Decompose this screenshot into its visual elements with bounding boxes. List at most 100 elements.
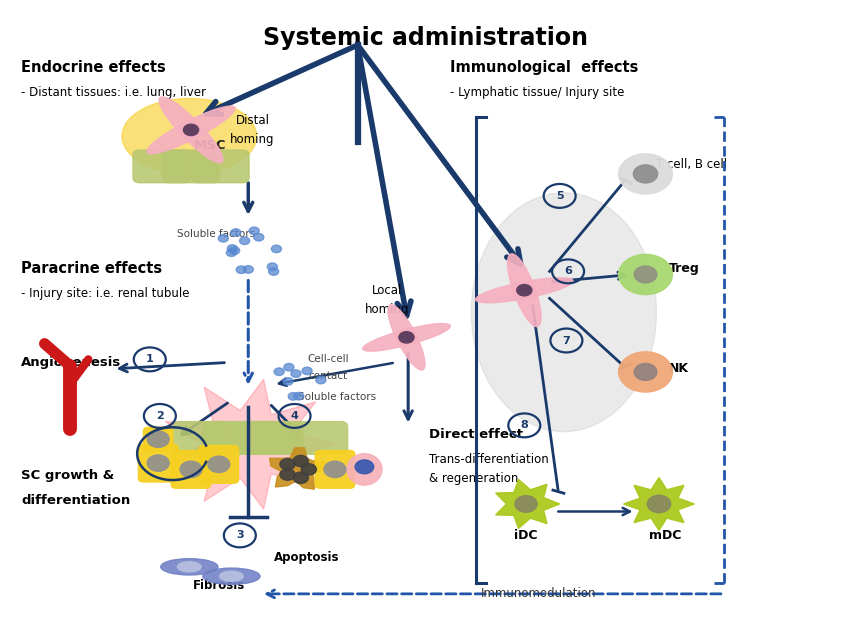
Text: contact: contact: [309, 371, 348, 382]
Text: Paracrine effects: Paracrine effects: [21, 261, 162, 276]
Text: Immunomodulation: Immunomodulation: [481, 587, 597, 600]
Text: Trans-differentiation: Trans-differentiation: [429, 454, 549, 466]
Circle shape: [218, 234, 229, 242]
Text: mDC: mDC: [649, 529, 681, 542]
Text: Soluble factors: Soluble factors: [298, 392, 376, 402]
Text: homing: homing: [230, 133, 275, 146]
Circle shape: [147, 431, 169, 447]
Circle shape: [180, 461, 202, 478]
Ellipse shape: [507, 254, 541, 327]
FancyBboxPatch shape: [246, 422, 303, 454]
Circle shape: [294, 392, 303, 400]
Circle shape: [517, 285, 532, 296]
Ellipse shape: [147, 106, 235, 154]
Text: 7: 7: [563, 336, 570, 345]
Circle shape: [619, 352, 672, 392]
Polygon shape: [624, 478, 694, 531]
Circle shape: [254, 234, 264, 241]
Circle shape: [267, 263, 277, 271]
Polygon shape: [269, 448, 326, 489]
Text: T cell, B cell: T cell, B cell: [656, 158, 728, 171]
FancyBboxPatch shape: [144, 427, 173, 451]
Text: 3: 3: [236, 531, 244, 540]
Text: Systemic administration: Systemic administration: [263, 26, 587, 50]
Circle shape: [280, 459, 295, 470]
Text: SC growth &: SC growth &: [21, 469, 114, 482]
Circle shape: [291, 370, 301, 377]
Text: Treg: Treg: [669, 262, 700, 275]
Ellipse shape: [161, 559, 218, 575]
Circle shape: [619, 154, 672, 194]
Polygon shape: [165, 379, 337, 509]
Circle shape: [301, 464, 316, 475]
Text: Soluble factors: Soluble factors: [177, 229, 255, 239]
Text: homing: homing: [365, 303, 410, 315]
Text: MSC: MSC: [194, 139, 227, 152]
Text: Direct effect: Direct effect: [429, 428, 524, 441]
Text: Immunological  effects: Immunological effects: [450, 59, 638, 75]
Text: Endocrine effects: Endocrine effects: [21, 59, 166, 75]
Text: 5: 5: [556, 191, 564, 201]
Circle shape: [226, 249, 236, 257]
Circle shape: [515, 496, 537, 512]
Circle shape: [634, 364, 657, 380]
Circle shape: [316, 376, 326, 384]
FancyBboxPatch shape: [139, 444, 178, 482]
FancyBboxPatch shape: [192, 150, 249, 183]
FancyBboxPatch shape: [199, 445, 239, 483]
Text: 4: 4: [291, 411, 298, 421]
Circle shape: [648, 495, 671, 513]
Ellipse shape: [363, 324, 450, 351]
Text: Angiogenesis: Angiogenesis: [21, 356, 122, 369]
Text: 2: 2: [156, 411, 164, 421]
FancyBboxPatch shape: [291, 422, 348, 454]
Circle shape: [633, 165, 658, 183]
Circle shape: [227, 245, 237, 252]
Ellipse shape: [122, 99, 257, 174]
Circle shape: [230, 247, 240, 254]
Text: Cell-cell: Cell-cell: [308, 354, 349, 364]
Circle shape: [293, 472, 309, 483]
Text: & regeneration: & regeneration: [429, 472, 518, 485]
Circle shape: [230, 229, 241, 236]
Circle shape: [634, 266, 657, 283]
Text: NK: NK: [669, 362, 689, 375]
Ellipse shape: [159, 97, 223, 163]
Text: Local: Local: [372, 283, 402, 297]
Circle shape: [280, 469, 295, 480]
Ellipse shape: [219, 571, 243, 582]
Circle shape: [274, 368, 284, 375]
Circle shape: [249, 227, 259, 234]
Circle shape: [355, 460, 374, 474]
Circle shape: [184, 124, 199, 136]
Ellipse shape: [476, 278, 573, 303]
Circle shape: [293, 455, 309, 467]
Circle shape: [283, 378, 293, 385]
FancyBboxPatch shape: [133, 150, 190, 183]
Ellipse shape: [388, 304, 425, 370]
Text: - Lymphatic tissue/ Injury site: - Lymphatic tissue/ Injury site: [450, 86, 625, 99]
Circle shape: [243, 266, 253, 273]
FancyBboxPatch shape: [171, 450, 211, 488]
Text: 6: 6: [564, 266, 572, 276]
Text: Fibrosis: Fibrosis: [193, 579, 245, 592]
Circle shape: [399, 332, 414, 343]
Circle shape: [324, 461, 346, 478]
Circle shape: [240, 237, 250, 245]
Ellipse shape: [203, 568, 260, 584]
Text: iDC: iDC: [514, 529, 538, 542]
Text: Distal: Distal: [235, 114, 269, 127]
Ellipse shape: [178, 562, 201, 572]
FancyBboxPatch shape: [315, 450, 354, 488]
Text: - Injury site: i.e. renal tubule: - Injury site: i.e. renal tubule: [21, 287, 190, 300]
Ellipse shape: [347, 454, 382, 485]
Text: 1: 1: [146, 354, 154, 364]
Circle shape: [302, 367, 312, 375]
Ellipse shape: [471, 193, 656, 432]
Circle shape: [147, 455, 169, 471]
Circle shape: [236, 266, 246, 273]
Circle shape: [284, 364, 294, 371]
Polygon shape: [496, 480, 559, 529]
Circle shape: [208, 456, 230, 473]
Text: Apoptosis: Apoptosis: [275, 551, 340, 564]
